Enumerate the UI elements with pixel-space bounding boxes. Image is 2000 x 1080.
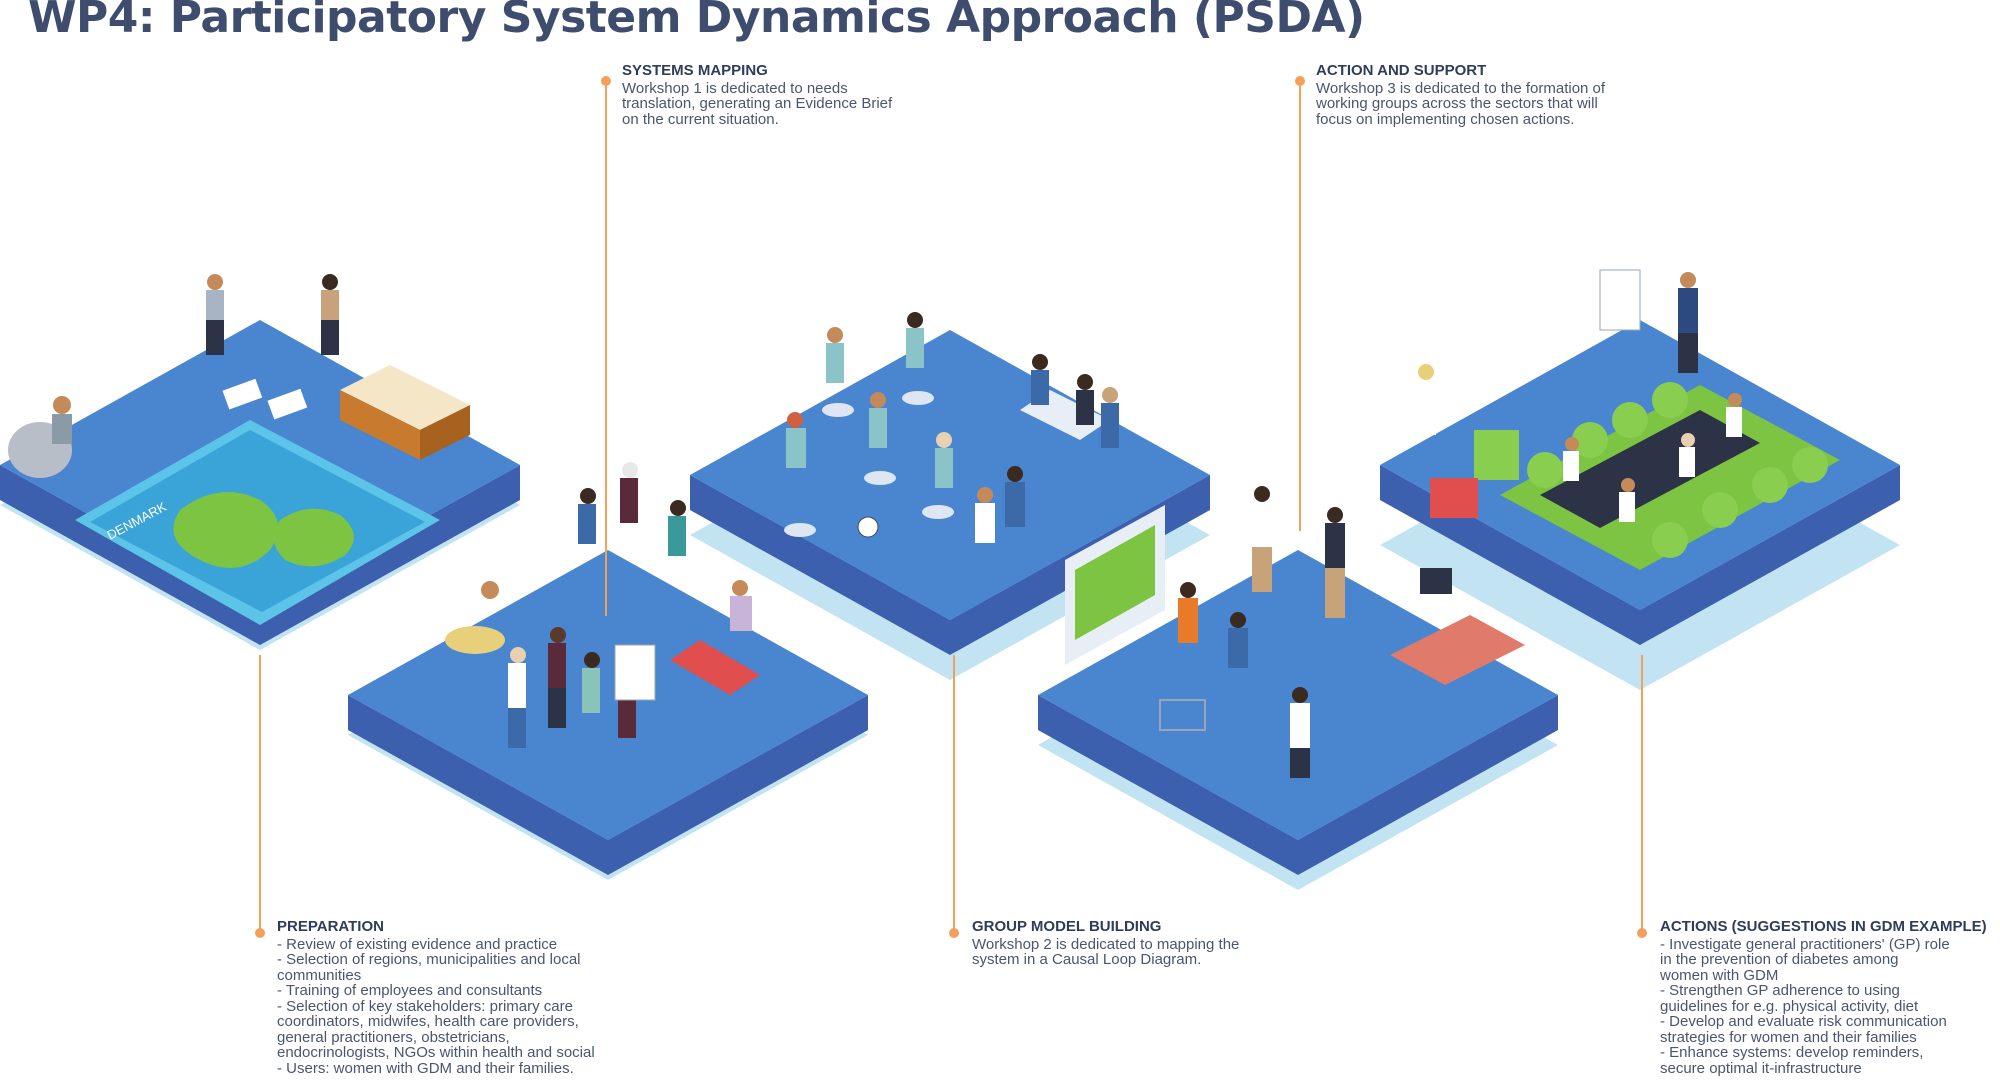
platform-preparation: DENMARK [0,274,520,645]
callout-line: Workshop 1 is dedicated to needs [622,79,848,97]
action-support-dot [1295,76,1305,86]
callout-line: Workshop 2 is dedicated to mapping the [972,935,1240,953]
callout-heading: ACTION AND SUPPORT [1316,62,1487,79]
callout-line: - Users: women with GDM and their famili… [277,1059,574,1077]
callout-line: system in a Causal Loop Diagram. [972,951,1202,968]
callout-line: - Selection of regions, municipalities a… [277,951,581,968]
callout-line: working groups across the sectors that w… [1316,95,1598,112]
callout-line: coordinators, midwifes, health care prov… [277,1013,579,1030]
callout-group-model: GROUP MODEL BUILDING Workshop 2 is dedic… [972,919,1292,968]
callout-line: general practitioners, obstetricians, [277,1028,510,1046]
callout-line: in the prevention of diabetes among [1660,951,1899,968]
systems-mapping-dot [601,76,611,86]
callout-systems-mapping: SYSTEMS MAPPING Workshop 1 is dedicated … [622,63,952,127]
callout-line: women with GDM [1660,966,1779,984]
callout-line: Workshop 3 is dedicated to the formation… [1316,79,1606,97]
preparation-line [259,655,261,930]
callout-line: - Selection of key stakeholders: primary… [277,997,573,1015]
callout-line: endocrinologists, NGOs within health and… [277,1044,595,1061]
platform-systems-mapping [348,462,868,875]
callout-line: - Enhance systems: develop reminders, [1660,1044,1924,1061]
callout-line: focus on implementing chosen actions. [1316,110,1575,128]
callout-line: - Strengthen GP adherence to using [1660,982,1900,999]
callout-line: guidelines for e.g. physical activity, d… [1660,997,1919,1015]
callout-heading: ACTIONS (SUGGESTIONS IN GDM EXAMPLE) [1660,918,1987,935]
callout-line: - Develop and evaluate risk communicatio… [1660,1013,1947,1030]
callout-actions: ACTIONS (SUGGESTIONS IN GDM EXAMPLE) - I… [1660,919,1996,1076]
actions-dot [1637,928,1647,938]
group-model-dot [949,928,959,938]
callout-line: - Investigate general practitioners' (GP… [1660,935,1950,953]
callout-line: on the current situation. [622,110,779,128]
actions-line [1641,655,1643,930]
systems-mapping-line [605,86,607,616]
callout-line: communities [277,966,362,984]
page-title: WP4: Participatory System Dynamics Appro… [28,0,1365,43]
group-model-line [953,655,955,930]
preparation-dot [255,928,265,938]
callout-line: strategies for women and their families [1660,1028,1917,1046]
callout-heading: GROUP MODEL BUILDING [972,918,1162,935]
callout-preparation: PREPARATION - Review of existing evidenc… [277,919,637,1076]
callout-line: - Training of employees and consultants [277,982,543,999]
callout-line: secure optimal it-infrastructure [1660,1059,1862,1077]
callout-line: translation, generating an Evidence Brie… [622,95,893,112]
callout-line: - Review of existing evidence and practi… [277,935,558,953]
callout-action-support: ACTION AND SUPPORT Workshop 3 is dedicat… [1316,63,1656,127]
callout-heading: PREPARATION [277,918,384,935]
platform-action-support [1038,486,1558,875]
callout-heading: SYSTEMS MAPPING [622,62,768,79]
platform-actions [1380,269,1900,645]
action-support-line [1299,86,1301,531]
